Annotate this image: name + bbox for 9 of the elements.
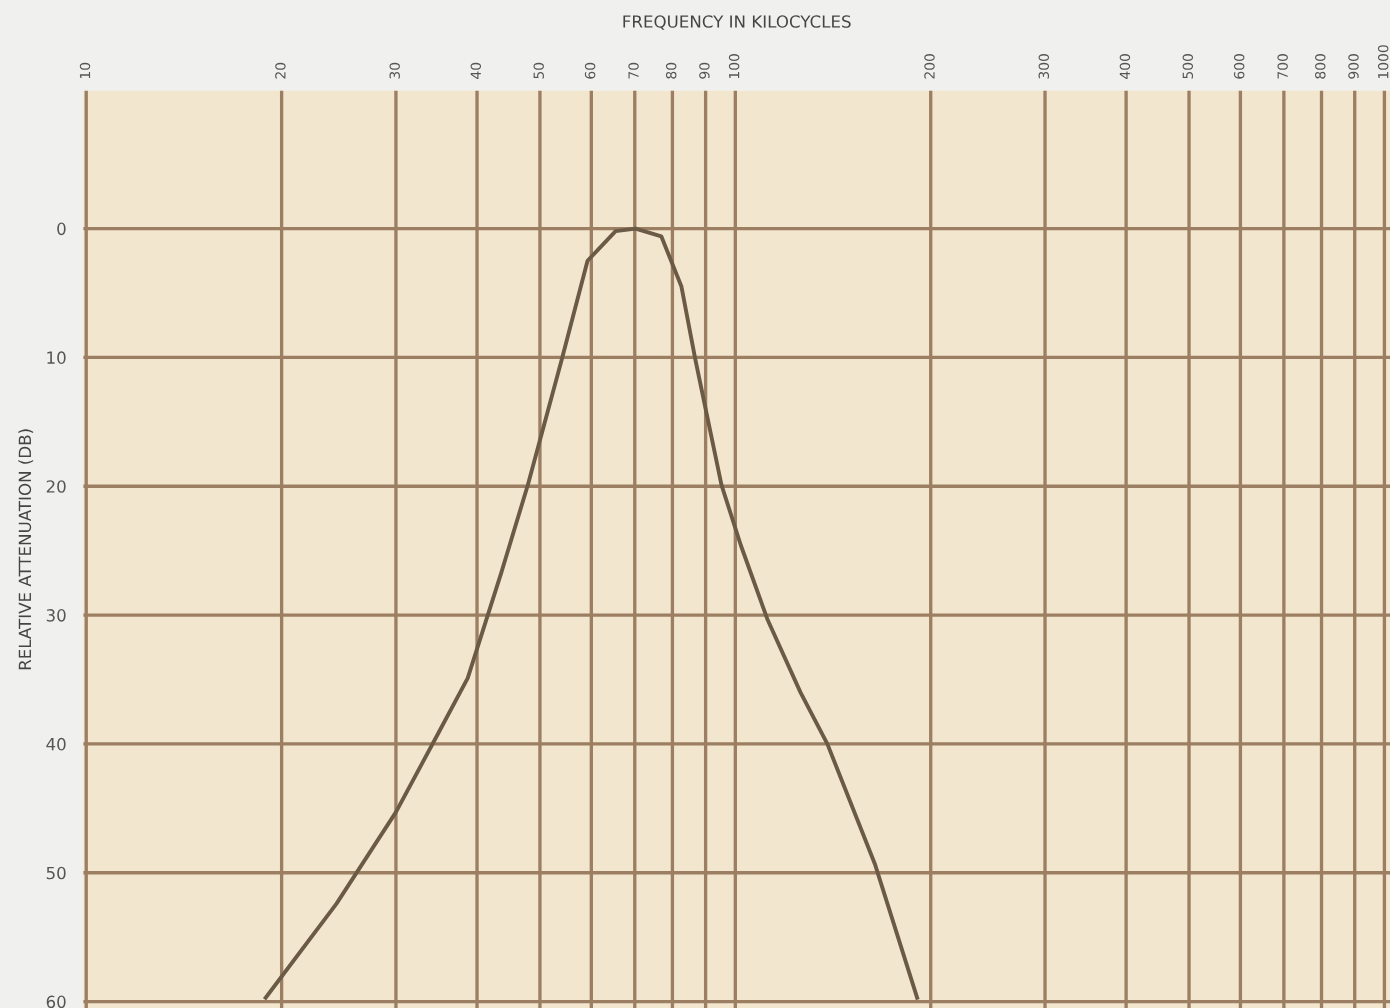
y-tick-label: 30 (46, 609, 66, 622)
y-tick-label: 0 (57, 222, 66, 236)
y-tick-label: 50 (46, 866, 66, 880)
y-axis-title: RELATIVE ATTENUATION (DB) (18, 429, 34, 670)
y-tick-label: 20 (46, 480, 66, 493)
y-tick-label: 40 (46, 737, 66, 751)
y-tick-label: 60 (46, 995, 66, 1008)
x-axis-title: FREQUENCY IN KILOCYCLES (623, 15, 851, 30)
y-tick-label: 10 (47, 351, 66, 364)
